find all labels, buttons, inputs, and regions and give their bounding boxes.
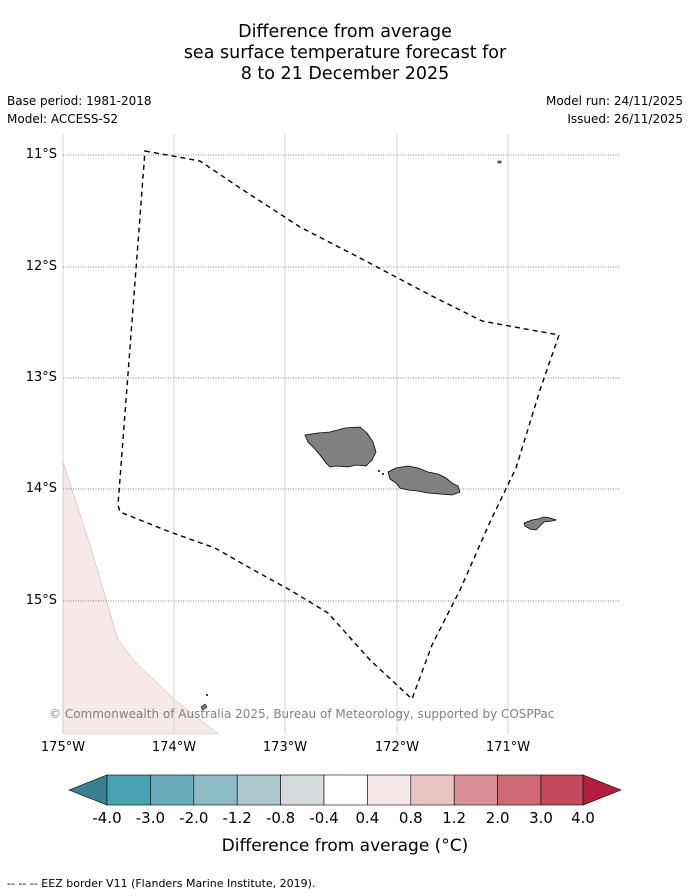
colorbar-extend-low: [68, 774, 108, 806]
colorbar-tick-8: 0.8: [398, 809, 423, 827]
model-run-label: Model run: 24/11/2025: [545, 94, 683, 108]
colorbar-segment-7: [367, 774, 412, 806]
colorbar-tick-10: 2.0: [485, 809, 510, 827]
issued-label: Issued: 26/11/2025: [567, 112, 683, 126]
apolima-islet: [378, 470, 380, 472]
colorbar-segment-5: [280, 774, 325, 806]
colorbar-tick-6: -0.4: [309, 809, 339, 827]
colorbar-tick-12: 4.0: [571, 809, 595, 827]
lat-label-15s: 15°S: [25, 593, 57, 608]
eez-border: [117, 150, 560, 701]
colorbar-segment-2: [150, 774, 195, 806]
colorbar-tick-4: -1.2: [222, 809, 252, 827]
lat-label-14s: 14°S: [25, 481, 57, 496]
longitude-gridlines: [62, 134, 509, 734]
lon-label-174w: 174°W: [151, 740, 197, 755]
chart-title: Difference from average sea surface temp…: [0, 22, 690, 85]
colorbar-segment-4: [236, 774, 281, 806]
savaii-island: [304, 426, 377, 468]
colorbar-label: Difference from average (°C): [221, 836, 469, 856]
tutuila-island: [523, 516, 558, 531]
lat-label-12s: 12°S: [25, 259, 57, 274]
colorbar-segment-9: [453, 774, 498, 806]
lon-label-171w: 171°W: [485, 740, 531, 755]
title-line-1: Difference from average: [238, 22, 452, 42]
copyright-notice: © Commonwealth of Australia 2025, Bureau…: [49, 707, 555, 721]
colorbar-segment-6: [323, 774, 368, 806]
colorbar-segment-10: [497, 774, 542, 806]
lat-label-11s: 11°S: [25, 147, 57, 162]
eez-legend: -- -- -- EEZ border V11 (Flanders Marine…: [7, 877, 316, 890]
colorbar-extend-high: [582, 774, 622, 806]
small-islet-north: [497, 160, 502, 164]
upolu-island: [387, 465, 461, 496]
colorbar-tick-1: -4.0: [92, 809, 122, 827]
colorbar-tick-7: 0.4: [355, 809, 380, 827]
colorbar-segment-3: [193, 774, 238, 806]
title-line-2: sea surface temperature forecast for: [183, 43, 507, 63]
colorbar-tick-2: -3.0: [135, 809, 166, 827]
colorbar-tick-9: 1.2: [442, 809, 467, 827]
colorbar-segment-1: [106, 774, 151, 806]
latitude-gridlines: [63, 154, 620, 602]
colorbar-segment-11: [540, 774, 584, 806]
colorbar-tick-5: -0.8: [265, 809, 296, 827]
colorbar-tick-3: -2.0: [179, 809, 209, 827]
small-islet-dot: [206, 694, 208, 696]
small-islet-southwest: [200, 703, 208, 711]
lon-label-173w: 173°W: [262, 740, 308, 755]
lon-label-172w: 172°W: [374, 740, 420, 755]
base-period-label: Base period: 1981-2018: [7, 94, 152, 108]
anomaly-patch: [63, 461, 219, 734]
lat-label-13s: 13°S: [25, 370, 57, 385]
manono-islet: [382, 473, 384, 475]
title-line-3: 8 to 21 December 2025: [240, 64, 450, 84]
colorbar: [68, 774, 622, 806]
model-label: Model: ACCESS-S2: [7, 112, 119, 126]
colorbar-segment-8: [410, 774, 455, 806]
colorbar-tick-11: 3.0: [529, 809, 553, 827]
lon-label-175w: 175°W: [40, 740, 86, 755]
